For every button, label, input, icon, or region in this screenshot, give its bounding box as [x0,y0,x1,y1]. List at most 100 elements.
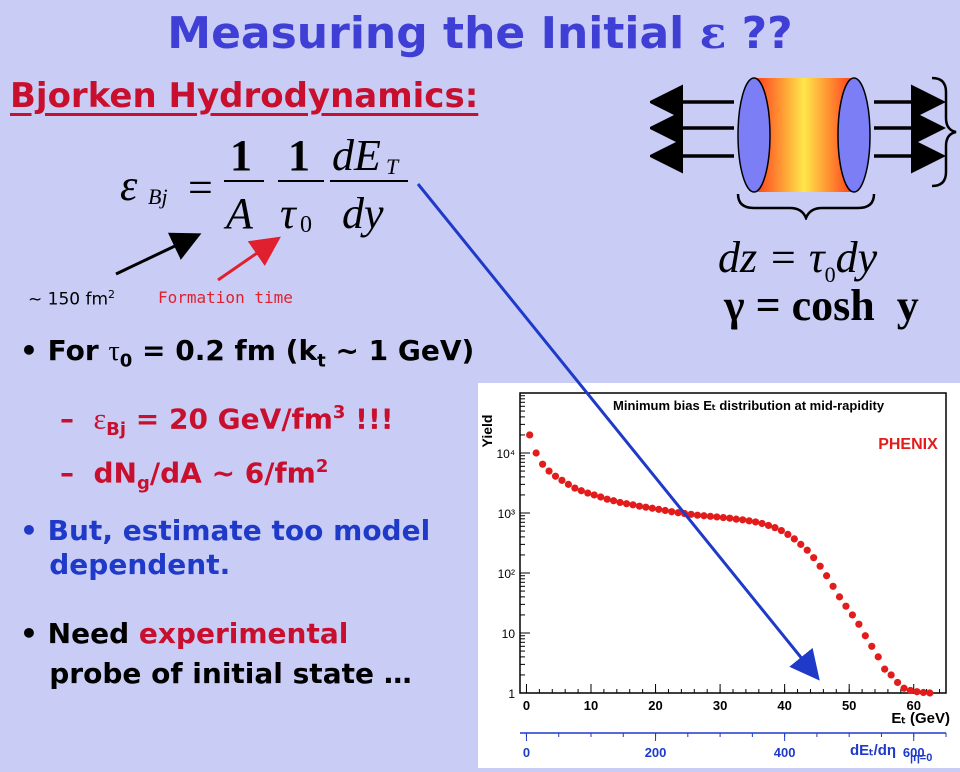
y-tick-label: 10² [498,567,515,581]
data-point [887,671,895,679]
eq-tau: τ [280,189,296,238]
data-point [881,665,889,673]
plot-experiment-label: PHENIX [878,436,938,453]
data-point [861,632,869,640]
data-point [687,510,695,518]
data-point [797,540,805,548]
b3-line2: probe of initial state … [49,657,412,690]
eq-dE-sub: T [386,154,399,179]
data-point [700,512,708,520]
x-tick-label: 20 [648,698,662,713]
b1-for: For [47,334,109,367]
s2-b: /dA ~ 6/fm [149,456,316,490]
data-point [739,516,747,524]
right-brace [931,76,957,188]
data-point [745,517,753,525]
data-point [668,508,676,516]
y-tick-label: 10⁴ [496,447,515,461]
data-point [597,493,605,501]
data-point [590,491,598,499]
data-point [790,535,798,543]
b1-tau: τ [108,336,120,367]
data-point [926,689,934,697]
fraction-bar [330,180,408,182]
data-point [622,500,631,508]
fraction-bar [278,180,324,182]
x2-tick-label: 400 [774,745,796,760]
data-point [526,431,534,439]
x-tick-label: 40 [777,698,791,713]
data-point [609,497,618,505]
data-point [719,513,727,522]
data-point [713,513,721,521]
x2-tick-label: 600 [903,745,925,760]
data-point [829,582,837,590]
data-point [816,562,824,570]
x-tick-label: 10 [584,698,598,713]
b3-a: Need [47,617,139,650]
x2-tick-label: 200 [645,745,667,760]
data-point [661,506,669,515]
data-point [545,467,553,475]
b1-mid: = 0.2 fm (k [132,334,318,367]
data-point [674,509,682,517]
data-point [777,526,786,535]
s1-sub: Bj [106,418,126,440]
data-point [848,611,857,619]
title-text: Measuring the Initial [167,8,685,59]
data-point [648,504,656,512]
bullet-tau: • For τ0 = 0.2 fm (kt ~ 1 GeV) [20,334,475,372]
sub-bullet-energy-density: – εBj = 20 GeV/fm3 !!! [60,402,394,440]
plot-title: Minimum bias Eₜ distribution at mid-rapi… [613,398,885,413]
link-arrow [416,183,820,681]
data-point [577,487,585,495]
eq-dy: dy [342,189,384,238]
data-point [629,501,637,509]
x2-tick-label: 0 [523,745,530,760]
x-tick-label: 0 [523,698,530,713]
data-point [635,502,644,510]
area-text: ~ 150 fm [28,289,109,310]
x2-axis-sub: |η=0 [910,752,932,764]
data-point [868,642,876,650]
area-arrow [115,232,202,276]
b2-line1: But, estimate too model [47,514,431,547]
data-point [842,602,850,610]
data-point [564,480,573,488]
title-suffix: ?? [741,8,793,59]
data-point [764,521,773,530]
s2-a: dN [93,456,137,490]
data-point [551,472,560,480]
bottom-brace [736,193,876,220]
data-point [532,449,540,457]
slide-title: Measuring the Initial ε ?? [0,8,960,59]
formation-arrow [217,236,281,282]
data-point [893,678,902,687]
s1-text: = 20 GeV/fm [126,402,333,436]
fraction-bar [224,180,264,182]
formation-time-label: Formation time [158,288,293,307]
data-point [810,554,818,562]
eq-A: A [226,189,253,238]
y-tick-label: 10³ [498,507,515,521]
data-point [919,688,928,697]
eq-epsilon: ε [120,161,138,210]
data-point [771,524,779,532]
eq-numerator-2: 1 [288,131,310,180]
dz-sub: 0 [824,261,836,287]
x-tick-label: 30 [713,698,727,713]
data-point [732,515,740,523]
y-tick-label: 10 [502,627,516,641]
data-point [603,495,611,503]
x-tick-label: 60 [906,698,920,713]
data-point [693,511,702,519]
b3-red: experimental [138,617,349,650]
eq-tau-sub: 0 [300,212,312,238]
data-point [571,484,579,492]
b1-tau-sub: 0 [119,350,133,372]
data-point [584,489,592,497]
s1-end: !!! [345,402,394,436]
bullet-need-probe: • Need experimental probe of initial sta… [20,617,412,690]
data-point [803,546,811,554]
